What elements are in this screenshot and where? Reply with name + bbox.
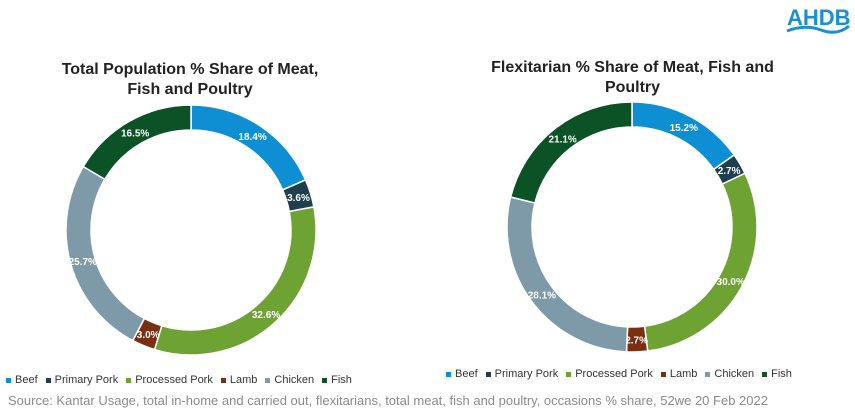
legend-label: Primary Pork bbox=[54, 374, 119, 386]
data-label: 2.7% bbox=[718, 166, 741, 177]
legend-label: Chicken bbox=[274, 374, 315, 386]
legend-label: Beef bbox=[455, 368, 478, 380]
legend-swatch bbox=[446, 371, 451, 377]
ahdb-logo: AHDB bbox=[786, 5, 850, 34]
legend-swatch bbox=[45, 377, 51, 383]
data-label: 30.0% bbox=[717, 277, 745, 288]
donut-segment-processed-pork bbox=[153, 206, 317, 356]
legend-item: Processed Pork bbox=[126, 374, 213, 386]
donut-segment-chicken bbox=[506, 196, 629, 353]
data-label: 25.7% bbox=[69, 257, 97, 268]
legend-item: Fish bbox=[762, 368, 792, 380]
chart1-title-line2: Fish and Poultry bbox=[127, 81, 253, 98]
legend-item: Beef bbox=[6, 374, 38, 386]
source-note: Source: Kantar Usage, total in-home and … bbox=[8, 393, 768, 408]
legend-label: Beef bbox=[15, 374, 38, 386]
donut-segment-fish bbox=[82, 104, 192, 181]
legend-label: Chicken bbox=[714, 368, 755, 380]
chart2-legend: Beef Primary Pork Processed Pork Lamb Chicke… bbox=[446, 368, 800, 380]
legend-swatch bbox=[566, 371, 572, 377]
legend-label: Primary Pork bbox=[494, 368, 559, 380]
chart2-title: Flexitarian % Share of Meat, Fish and Pou… bbox=[455, 58, 810, 98]
legend-label: Lamb bbox=[669, 368, 698, 380]
legend-label: Lamb bbox=[229, 374, 258, 386]
legend-item: Chicken bbox=[705, 368, 754, 380]
legend-item: Chicken bbox=[265, 374, 314, 386]
legend-label: Processed Pork bbox=[575, 368, 653, 380]
data-label: 2.7% bbox=[625, 335, 648, 346]
legend-label: Fish bbox=[331, 374, 352, 386]
legend-swatch bbox=[762, 371, 768, 377]
legend-swatch bbox=[705, 371, 711, 377]
data-label: 3.0% bbox=[137, 330, 160, 341]
data-label: 15.2% bbox=[670, 123, 698, 134]
legend-swatch bbox=[322, 377, 328, 383]
chart1-legend: Beef Primary Pork Processed Pork Lamb Chicke… bbox=[6, 374, 360, 386]
legend-swatch bbox=[265, 377, 271, 383]
legend-swatch bbox=[485, 371, 491, 377]
data-label: 21.1% bbox=[548, 134, 576, 145]
legend-swatch bbox=[220, 377, 226, 383]
donut-segment-beef bbox=[190, 104, 307, 191]
legend-item: Primary Pork bbox=[45, 374, 119, 386]
logo-text: AHDB bbox=[787, 5, 850, 30]
legend-item: Beef bbox=[446, 368, 478, 380]
legend-swatch bbox=[6, 377, 11, 383]
donut-segment-beef bbox=[631, 101, 736, 171]
legend-swatch bbox=[126, 377, 132, 383]
legend-swatch bbox=[660, 371, 666, 377]
chart2-title-line1: Flexitarian % Share of Meat, Fish and bbox=[491, 59, 774, 76]
legend-item: Primary Pork bbox=[485, 368, 559, 380]
donut-segment-fish bbox=[509, 101, 633, 204]
chart1-title-line1: Total Population % Share of Meat, bbox=[61, 61, 319, 78]
legend-item: Lamb bbox=[660, 368, 698, 380]
data-label: 18.4% bbox=[238, 132, 266, 143]
chart1-title: Total Population % Share of Meat, Fish an… bbox=[20, 60, 360, 100]
chart2-title-line2: Poultry bbox=[604, 79, 661, 96]
data-label: 28.1% bbox=[528, 290, 556, 301]
legend-item: Fish bbox=[322, 374, 352, 386]
donut-segment-chicken bbox=[65, 165, 146, 342]
data-label: 3.6% bbox=[287, 193, 310, 204]
legend-item: Processed Pork bbox=[566, 368, 653, 380]
data-label: 32.6% bbox=[252, 310, 280, 321]
legend-label: Fish bbox=[771, 368, 792, 380]
data-label: 16.5% bbox=[121, 128, 149, 139]
donut-segment-processed-pork bbox=[643, 172, 758, 352]
legend-item: Lamb bbox=[220, 374, 258, 386]
legend-label: Processed Pork bbox=[135, 374, 213, 386]
